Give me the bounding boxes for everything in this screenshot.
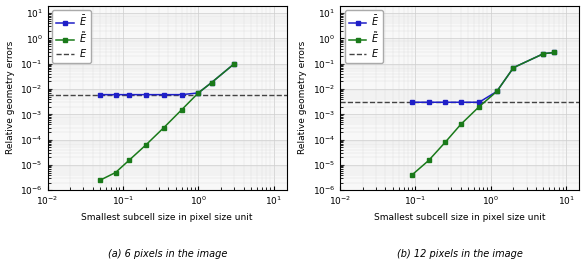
$\tilde{E}$	[142, 144, 149, 147]
$\bar{E}$	[493, 90, 500, 93]
$\tilde{E}$	[195, 91, 202, 94]
$\tilde{E}$	[457, 123, 464, 126]
$\tilde{E}$	[476, 105, 483, 108]
$\bar{E}$	[540, 52, 547, 55]
$\bar{E}$	[425, 101, 432, 104]
$\bar{E}$	[160, 93, 167, 96]
Line: $\bar{E}$: $\bar{E}$	[98, 61, 237, 97]
$\bar{E}$	[408, 101, 415, 104]
$\bar{E}$	[230, 62, 238, 65]
$E$	[487, 101, 494, 104]
$\bar{E}$	[112, 93, 119, 96]
$\bar{E}$	[178, 93, 185, 96]
$\tilde{E}$	[425, 159, 432, 162]
$\bar{E}$	[125, 93, 132, 96]
$\bar{E}$	[442, 101, 449, 104]
$\tilde{E}$	[408, 173, 415, 177]
Legend: $\bar{E}$, $\tilde{E}$, $E$: $\bar{E}$, $\tilde{E}$, $E$	[345, 10, 383, 63]
$\tilde{E}$	[208, 81, 215, 84]
$\tilde{E}$	[112, 171, 119, 174]
$\tilde{E}$	[551, 51, 558, 54]
$\bar{E}$	[476, 101, 483, 104]
$\bar{E}$	[142, 93, 149, 96]
$\bar{E}$	[510, 66, 517, 69]
Y-axis label: Relative geometry errors: Relative geometry errors	[5, 41, 15, 155]
$\tilde{E}$	[97, 179, 104, 182]
$E$	[195, 94, 202, 97]
Y-axis label: Relative geometry errors: Relative geometry errors	[298, 41, 307, 155]
$\tilde{E}$	[125, 159, 132, 162]
$\tilde{E}$	[493, 90, 500, 93]
Text: (b) 12 pixels in the image: (b) 12 pixels in the image	[397, 249, 522, 259]
Line: $\bar{E}$: $\bar{E}$	[410, 50, 557, 105]
X-axis label: Smallest subcell size in pixel size unit: Smallest subcell size in pixel size unit	[81, 213, 253, 222]
Legend: $\bar{E}$, $\tilde{E}$, $E$: $\bar{E}$, $\tilde{E}$, $E$	[53, 10, 91, 63]
$\bar{E}$	[97, 93, 104, 96]
$\tilde{E}$	[178, 108, 185, 111]
Line: $\tilde{E}$: $\tilde{E}$	[410, 50, 557, 177]
$\tilde{E}$	[160, 126, 167, 129]
$\tilde{E}$	[230, 62, 238, 65]
$\tilde{E}$	[540, 52, 547, 55]
$\tilde{E}$	[442, 140, 449, 144]
$\bar{E}$	[551, 51, 558, 54]
$\bar{E}$	[195, 91, 202, 94]
$\bar{E}$	[208, 81, 215, 84]
Line: $\tilde{E}$: $\tilde{E}$	[98, 61, 237, 183]
X-axis label: Smallest subcell size in pixel size unit: Smallest subcell size in pixel size unit	[374, 213, 545, 222]
$\bar{E}$	[457, 101, 464, 104]
$\tilde{E}$	[510, 66, 517, 69]
Text: (a) 6 pixels in the image: (a) 6 pixels in the image	[108, 249, 227, 259]
